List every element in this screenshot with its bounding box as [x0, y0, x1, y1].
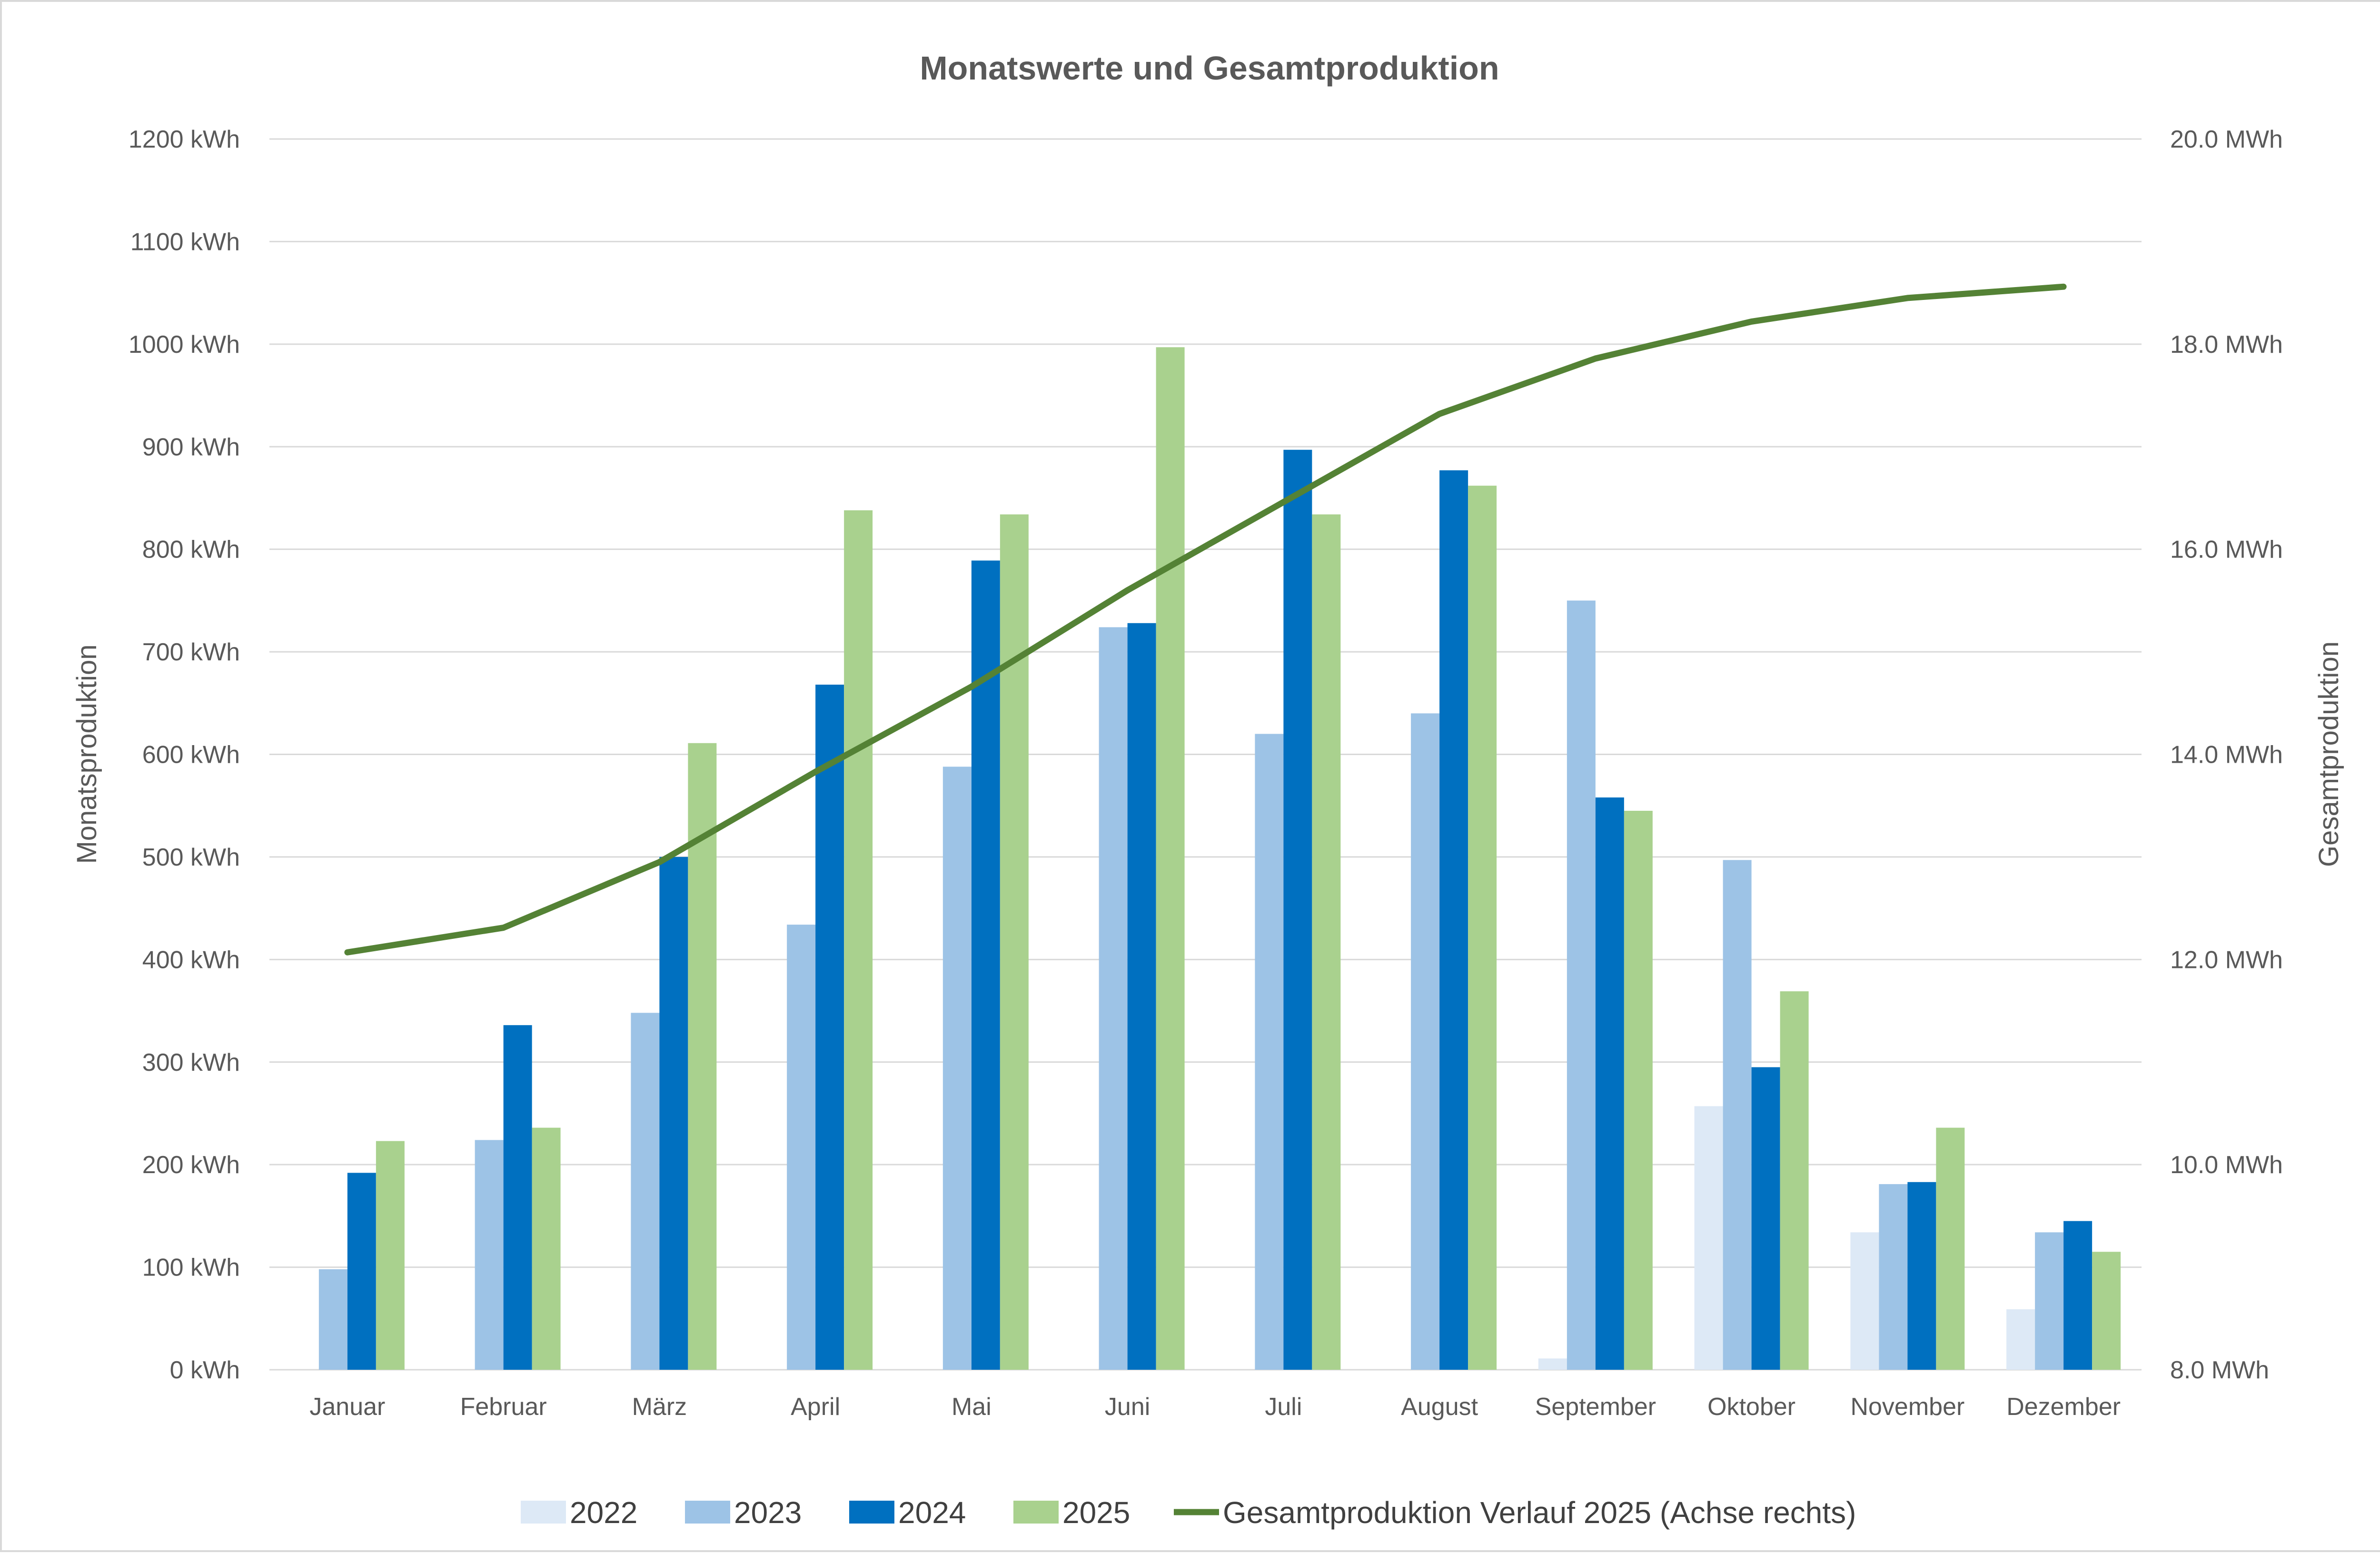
- bar-2023-September: [1567, 600, 1596, 1370]
- y-tick-label-left: 600 kWh: [142, 741, 240, 769]
- bar-2023-November: [1879, 1184, 1908, 1370]
- x-tick-label: April: [791, 1393, 840, 1421]
- grid-layer: [269, 138, 2142, 1371]
- x-tick-label: Dezember: [2006, 1393, 2121, 1421]
- legend-label: Gesamtproduktion Verlauf 2025 (Achse rec…: [1223, 1495, 1856, 1530]
- y-tick-label-left: 100 kWh: [142, 1254, 240, 1282]
- y-tick-label-left: 0 kWh: [170, 1356, 240, 1384]
- bar-2022-Dezember: [2006, 1309, 2035, 1370]
- y-tick-label-right: 8.0 MWh: [2170, 1356, 2269, 1384]
- legend-label: 2022: [570, 1495, 637, 1530]
- bar-2024-Dezember: [2063, 1221, 2092, 1370]
- y-tick-label-left: 700 kWh: [142, 638, 240, 666]
- x-tick-label: Mai: [952, 1393, 992, 1421]
- bar-2022-Oktober: [1694, 1106, 1723, 1370]
- bar-2024-August: [1439, 470, 1468, 1370]
- bar-2025-April: [844, 510, 873, 1370]
- y-tick-label-left: 1000 kWh: [129, 331, 240, 359]
- x-axis-ticks: Januar Februar März April Mai Juni Juli August S…: [309, 1393, 2121, 1421]
- y-tick-label-right: 10.0 MWh: [2170, 1151, 2283, 1179]
- bar-2023-Januar: [318, 1269, 347, 1370]
- line-gesamtproduktion: [344, 283, 2067, 956]
- bar-2023-Juni: [1099, 627, 1128, 1370]
- bar-2025-Januar: [376, 1141, 405, 1370]
- bar-2024-Oktober: [1751, 1067, 1780, 1370]
- bar-2023-August: [1411, 713, 1440, 1370]
- bar-2022-September: [1538, 1358, 1567, 1370]
- legend-swatch: [1013, 1501, 1059, 1524]
- y-tick-label-right: 18.0 MWh: [2170, 331, 2283, 359]
- y-tick-label-left: 900 kWh: [142, 433, 240, 461]
- bar-2023-Oktober: [1723, 860, 1752, 1370]
- bar-2023-April: [787, 925, 816, 1370]
- bar-2023-Mai: [942, 767, 972, 1370]
- y-tick-label-left: 500 kWh: [142, 844, 240, 871]
- bar-2024-Juni: [1127, 623, 1156, 1370]
- y-tick-label-left: 200 kWh: [142, 1151, 240, 1179]
- y-tick-label-left: 1200 kWh: [129, 126, 240, 153]
- y-tick-label-right: 14.0 MWh: [2170, 741, 2283, 769]
- y-tick-label-left: 300 kWh: [142, 1049, 240, 1076]
- x-tick-label: August: [1401, 1393, 1478, 1421]
- bar-2025-März: [688, 743, 717, 1370]
- bar-2022-November: [1850, 1232, 1879, 1370]
- bar-2024-November: [1907, 1182, 1936, 1370]
- chart-title: Monatswerte und Gesamtproduktion: [920, 50, 1499, 87]
- y-tick-label-left: 1100 kWh: [130, 228, 240, 256]
- bar-2024-Januar: [347, 1173, 376, 1370]
- bar-2025-November: [1936, 1127, 1965, 1370]
- x-tick-label: März: [632, 1393, 687, 1421]
- legend-swatch: [685, 1501, 730, 1524]
- line-layer: [344, 283, 2067, 956]
- bar-2023-Dezember: [2035, 1232, 2064, 1370]
- y-tick-label-left: 400 kWh: [142, 946, 240, 974]
- bar-2025-Juli: [1312, 514, 1341, 1370]
- y-tick-label-left: 800 kWh: [142, 536, 240, 564]
- y-tick-label-right: 12.0 MWh: [2170, 946, 2283, 974]
- legend-swatch: [849, 1501, 894, 1524]
- legend-item-2025: 2025: [1013, 1495, 1130, 1530]
- legend-label: 2024: [898, 1495, 966, 1530]
- bar-2025-Dezember: [2092, 1252, 2121, 1370]
- bar-2024-Februar: [503, 1025, 532, 1370]
- y-axis-right-ticks: 8.0 MWh 10.0 MWh 12.0 MWh 14.0 MWh 16.0 MWh 1…: [2170, 126, 2283, 1384]
- bar-2024-April: [815, 685, 844, 1370]
- y-axis-left-ticks: 0 kWh 100 kWh 200 kWh 300 kWh 400 kWh 500 kWh…: [129, 126, 240, 1384]
- bar-2024-Juli: [1283, 449, 1312, 1370]
- bar-2024-Mai: [971, 560, 1000, 1370]
- legend-item-2023: 2023: [685, 1495, 802, 1530]
- legend: 2022 2023 2024 2025 Gesamtproduktion Verlauf…: [521, 1495, 1856, 1530]
- x-tick-label: September: [1535, 1393, 1656, 1421]
- x-tick-label: Juli: [1265, 1393, 1302, 1421]
- legend-swatch: [521, 1501, 566, 1524]
- x-tick-label: Januar: [309, 1393, 385, 1421]
- legend-item-Gesamtproduktion Verlauf 2025 (Achse rechts): Gesamtproduktion Verlauf 2025 (Achse rec…: [1174, 1495, 1856, 1530]
- y-tick-label-right: 20.0 MWh: [2170, 126, 2283, 153]
- y-axis-right-title: Gesamtproduktion: [2313, 641, 2344, 867]
- legend-label: 2025: [1062, 1495, 1130, 1530]
- x-tick-label: Februar: [460, 1393, 547, 1421]
- bar-2025-August: [1468, 486, 1497, 1370]
- bar-2025-Oktober: [1780, 991, 1809, 1370]
- legend-item-2024: 2024: [849, 1495, 966, 1530]
- bar-2025-Juni: [1156, 347, 1185, 1370]
- bars-layer: [318, 347, 2121, 1370]
- bar-2025-Februar: [532, 1127, 561, 1370]
- bar-2023-Februar: [475, 1140, 504, 1370]
- bar-2025-Mai: [1000, 514, 1029, 1370]
- legend-item-2022: 2022: [521, 1495, 637, 1530]
- y-tick-label-right: 16.0 MWh: [2170, 536, 2283, 564]
- bar-2023-Juli: [1255, 734, 1284, 1370]
- bar-2025-September: [1624, 810, 1653, 1370]
- bar-2024-September: [1595, 797, 1624, 1370]
- legend-label: 2023: [734, 1495, 802, 1530]
- bar-2023-März: [631, 1013, 660, 1370]
- x-tick-label: Oktober: [1707, 1393, 1795, 1421]
- bar-2024-März: [659, 857, 688, 1370]
- x-tick-label: November: [1850, 1393, 1964, 1421]
- x-tick-label: Juni: [1105, 1393, 1150, 1421]
- y-axis-left-title: Monatsproduktion: [71, 644, 102, 864]
